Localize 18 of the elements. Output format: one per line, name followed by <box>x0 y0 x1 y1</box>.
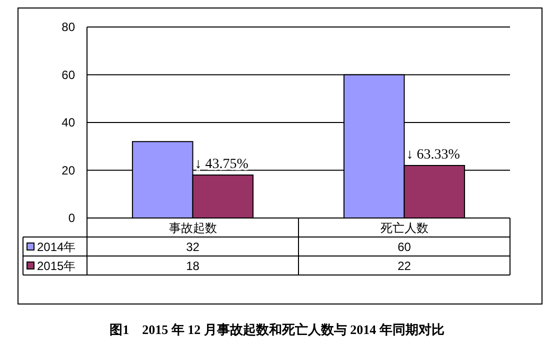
annotation: ↓ 63.33% <box>406 147 460 162</box>
ytick: 80 <box>62 20 75 34</box>
ytick: 0 <box>68 211 75 225</box>
xtick: 死亡人数 <box>380 221 428 235</box>
legend-item: 2014年 <box>26 240 76 254</box>
data-label: 22 <box>398 259 411 273</box>
legend-label: 2014年 <box>37 240 76 254</box>
legend-item: 2015年 <box>26 259 76 273</box>
ytick: 20 <box>62 163 75 178</box>
annotation: ↓ 43.75% <box>194 157 248 172</box>
ytick: 60 <box>62 68 75 82</box>
ytick: 40 <box>62 116 75 130</box>
data-label: 60 <box>398 240 411 254</box>
title: 图1 2015 年 12 月事故起数和死亡人数与 2014 年同期对比 <box>110 322 444 337</box>
data-label: 18 <box>186 259 200 273</box>
legend-label: 2015年 <box>37 259 76 273</box>
xtick: 事故起数 <box>168 221 217 235</box>
data-label: 32 <box>186 240 200 254</box>
